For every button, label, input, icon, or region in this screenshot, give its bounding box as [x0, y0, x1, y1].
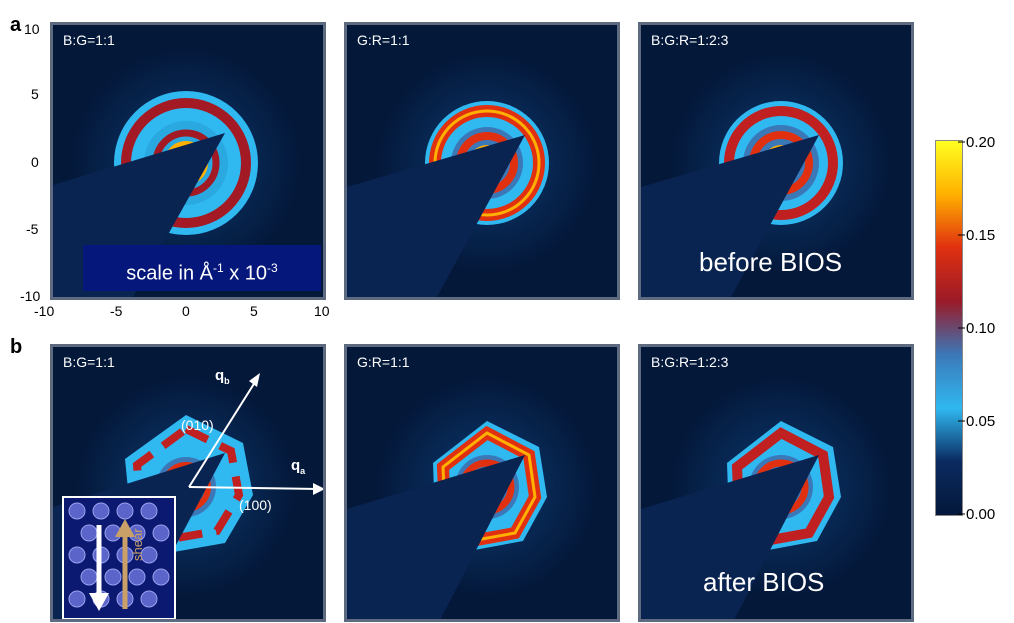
colorbar-tick-005: 0.05 [966, 413, 996, 430]
miller-index-100: (100) [239, 497, 272, 513]
scattering-panel-a2: G:R=1:1 [344, 22, 620, 300]
scale-note-mid: x 10 [223, 262, 268, 285]
y-tick-0: 0 [31, 154, 39, 170]
panel-label-b1: B:G=1:1 [63, 354, 115, 370]
panel-label-a2: G:R=1:1 [357, 32, 410, 48]
scattering-panel-a3: B:G:R=1:2:3 before BIOS [638, 22, 914, 300]
x-tick-0: 0 [182, 303, 190, 319]
colorbar-tick-010: 0.10 [966, 320, 996, 337]
scale-note-sup2: -3 [267, 261, 278, 275]
scale-note-prefix: scale in Å [126, 262, 213, 285]
axis-label-qb-text: q [215, 367, 225, 384]
panel-label-b2: G:R=1:1 [357, 354, 410, 370]
panel-label-a3: B:G:R=1:2:3 [651, 32, 729, 48]
y-tick-neg5: -5 [26, 221, 39, 237]
scattering-pattern-a3 [641, 53, 891, 297]
scattering-panel-b1: B:G=1:1 qb qa (010) (100) shear [50, 344, 326, 622]
axis-label-qa: qa [291, 457, 305, 476]
axis-label-qb: qb [215, 367, 230, 386]
x-tick-neg10: -10 [34, 303, 55, 319]
scattering-pattern-a1 [53, 48, 301, 297]
x-tick-10: 10 [314, 303, 330, 319]
caption-after-bios: after BIOS [703, 567, 825, 597]
y-tick-5: 5 [31, 86, 39, 102]
colorbar-tick-015: 0.15 [966, 227, 996, 244]
scattering-panel-b2: G:R=1:1 [344, 344, 620, 622]
scattering-panel-b3: B:G:R=1:2:3 after BIOS [638, 344, 914, 622]
scattering-pattern-b1 [53, 373, 323, 619]
panel-letter-a: a [10, 14, 22, 36]
axis-label-qa-sub: a [300, 466, 306, 476]
colorbar-tick-marks [958, 141, 965, 515]
scattering-pattern-b2 [347, 377, 597, 619]
miller-index-010: (010) [181, 417, 214, 433]
x-tick-neg5: -5 [110, 303, 123, 319]
inset-shear-label: shear [130, 528, 145, 561]
scattering-pattern-b3 [641, 377, 891, 619]
y-tick-neg10: -10 [20, 288, 41, 304]
scattering-pattern-a2 [347, 53, 597, 297]
axis-label-qa-text: q [291, 457, 301, 474]
scale-note-sup1: -1 [213, 261, 224, 275]
colorbar-tick-020: 0.20 [966, 134, 996, 151]
caption-before-bios: before BIOS [699, 247, 843, 277]
x-tick-5: 5 [250, 303, 258, 319]
y-tick-10: 10 [24, 21, 40, 37]
scattering-panel-a1: B:G=1:1 scale in Å-1 x 10-3 [50, 22, 326, 300]
panel-label-a1: B:G=1:1 [63, 32, 115, 48]
axis-label-qb-sub: b [224, 376, 230, 386]
scale-note-box: scale in Å-1 x 10-3 [83, 245, 321, 291]
panel-label-b3: B:G:R=1:2:3 [651, 354, 729, 370]
colorbar-tick-000: 0.00 [966, 506, 996, 523]
panel-letter-b: b [10, 336, 23, 358]
